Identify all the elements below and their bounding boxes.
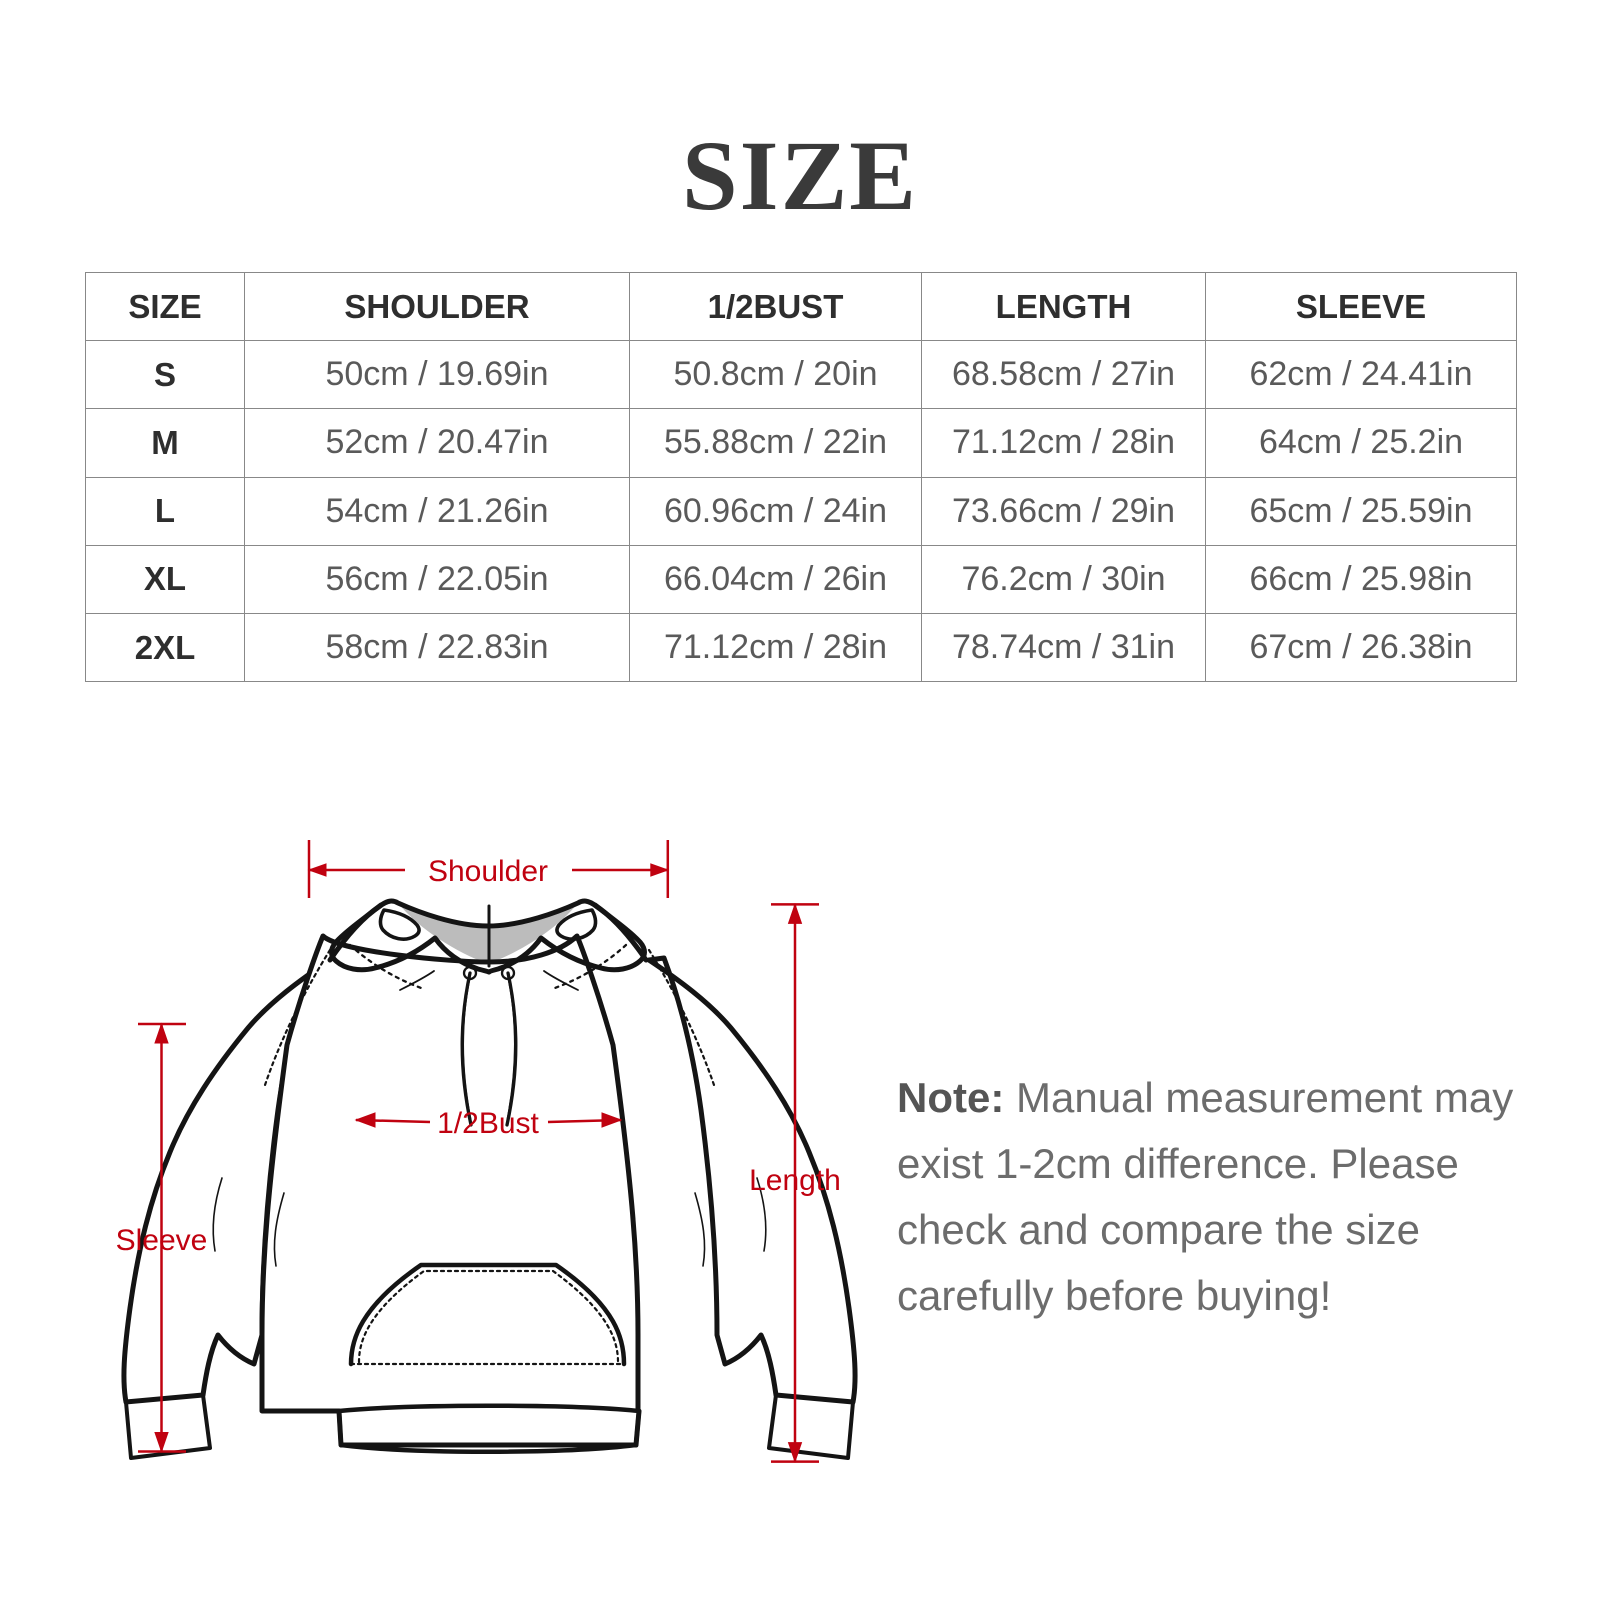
- svg-text:1/2Bust: 1/2Bust: [437, 1107, 539, 1140]
- svg-text:Shoulder: Shoulder: [428, 855, 548, 888]
- svg-text:Length: Length: [749, 1164, 841, 1197]
- svg-text:Sleeve: Sleeve: [116, 1224, 208, 1257]
